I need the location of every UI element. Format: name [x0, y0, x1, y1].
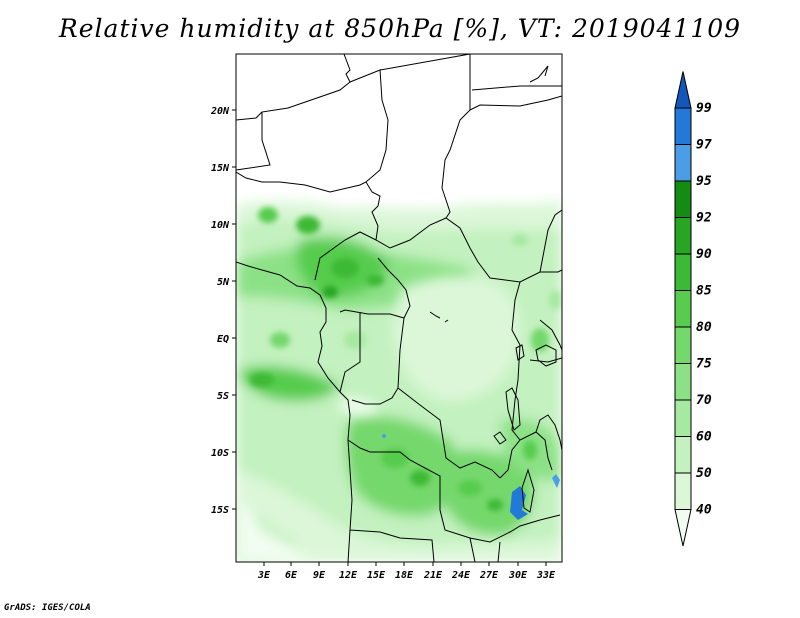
lat-label: 5N [217, 277, 230, 288]
colorbar-bin [674, 509, 692, 547]
colorbar-level-label: 85 [696, 284, 712, 299]
colorbar-level-label: 99 [696, 101, 712, 116]
colorbar-bin [674, 472, 692, 510]
colorbar-bin [674, 290, 692, 328]
longitude-axis: 3E 6E 9E 12E 15E 18E 21E 24E 27E 30E 33E [257, 562, 556, 581]
lon-label: 18E [395, 570, 414, 581]
humidity-field [236, 54, 562, 562]
colorbar-bin [674, 107, 692, 145]
colorbar-level-label: 80 [696, 320, 712, 335]
lat-label: 15S [211, 505, 229, 516]
lon-label: 12E [339, 570, 358, 581]
grads-credit: GrADS: IGES/COLA [4, 603, 91, 613]
lat-label: 10S [211, 448, 229, 459]
colorbar-bin [674, 71, 692, 109]
colorbar-level-label: 70 [696, 393, 712, 408]
colorbar-bin [674, 253, 692, 291]
lon-label: 3E [257, 570, 271, 581]
lon-label: 9E [313, 570, 326, 581]
lon-label: 33E [536, 570, 556, 581]
lon-label: 15E [367, 570, 386, 581]
lon-label: 21E [423, 570, 443, 581]
colorbar-level-label: 95 [696, 174, 712, 189]
colorbar-bin [674, 180, 692, 218]
lat-label: EQ [217, 334, 229, 345]
colorbar-level-label: 60 [696, 430, 712, 445]
country-borders [236, 54, 562, 562]
lat-label: 5S [217, 391, 229, 402]
lon-label: 24E [451, 570, 471, 581]
colorbar-level-label: 92 [696, 211, 712, 226]
colorbar-bin [674, 217, 692, 255]
colorbar-bin [674, 436, 692, 474]
colorbar-bin [674, 363, 692, 401]
map-frame [235, 53, 563, 563]
colorbar-level-label: 40 [696, 503, 712, 518]
latitude-axis: 20N 15N 10N 5N EQ 5S 10S 15S [210, 106, 236, 516]
colorbar-level-label: 90 [696, 247, 712, 262]
lon-label: 6E [285, 570, 298, 581]
lat-label: 10N [211, 220, 230, 231]
colorbar-level-label: 50 [696, 466, 712, 481]
lon-label: 27E [479, 570, 499, 581]
colorbar-level-label: 97 [696, 138, 712, 153]
lat-label: 15N [211, 163, 230, 174]
colorbar-bin [674, 144, 692, 182]
colorbar-bin [674, 399, 692, 437]
lon-label: 30E [508, 570, 528, 581]
colorbar-level-label: 75 [696, 357, 712, 372]
colorbar-bin [674, 326, 692, 364]
lat-label: 20N [210, 106, 230, 117]
map-title: Relative humidity at 850hPa [%], VT: 201… [58, 14, 742, 43]
colorbar-legend: 40 50 60 70 75 80 85 90 92 95 97 99 [674, 71, 712, 547]
